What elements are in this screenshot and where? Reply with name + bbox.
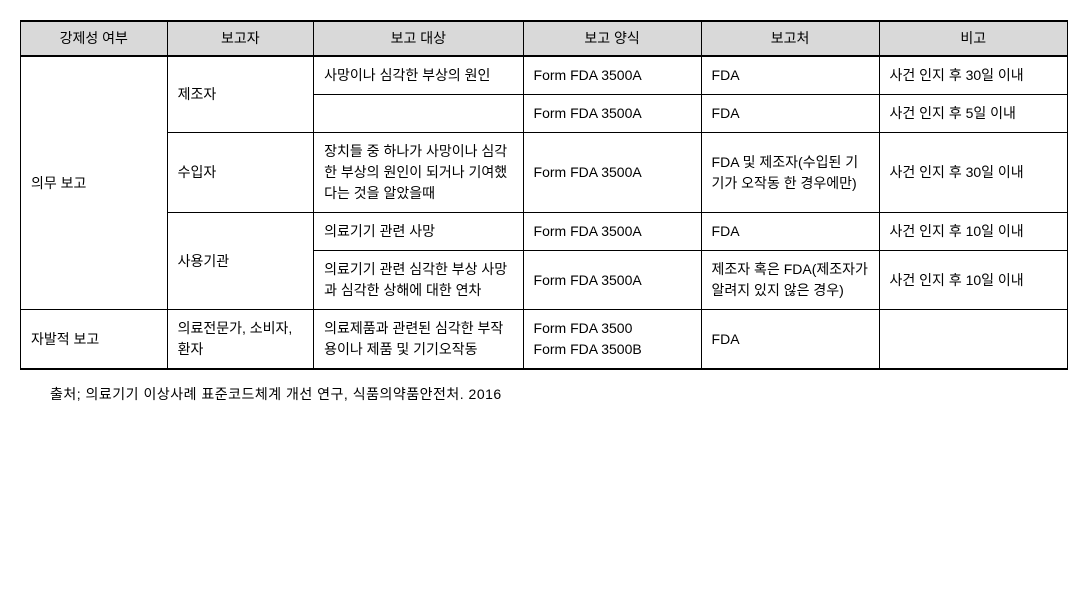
cell-form: Form FDA 3500A <box>523 251 701 310</box>
cell-category: 자발적 보고 <box>21 310 168 370</box>
cell-destination: FDA <box>701 95 879 133</box>
cell-reporter: 사용기관 <box>167 213 314 310</box>
cell-reporter: 의료전문가, 소비자, 환자 <box>167 310 314 370</box>
cell-form: Form FDA 3500 Form FDA 3500B <box>523 310 701 370</box>
cell-form: Form FDA 3500A <box>523 213 701 251</box>
source-citation: 출처; 의료기기 이상사례 표준코드체계 개선 연구, 식품의약품안전처. 20… <box>50 384 1068 404</box>
cell-form: Form FDA 3500A <box>523 56 701 95</box>
header-col5: 보고처 <box>701 21 879 56</box>
cell-note: 사건 인지 후 10일 이내 <box>879 213 1067 251</box>
header-col6: 비고 <box>879 21 1067 56</box>
report-table: 강제성 여부 보고자 보고 대상 보고 양식 보고처 비고 의무 보고 제조자 … <box>20 20 1068 370</box>
cell-target: 장치들 중 하나가 사망이나 심각한 부상의 원인이 되거나 기여했다는 것을 … <box>314 133 523 213</box>
header-col2: 보고자 <box>167 21 314 56</box>
cell-reporter: 수입자 <box>167 133 314 213</box>
cell-note: 사건 인지 후 30일 이내 <box>879 133 1067 213</box>
cell-destination: FDA <box>701 56 879 95</box>
cell-form: Form FDA 3500A <box>523 133 701 213</box>
header-col1: 강제성 여부 <box>21 21 168 56</box>
table-row: 사용기관 의료기기 관련 사망 Form FDA 3500A FDA 사건 인지… <box>21 213 1068 251</box>
cell-note: 사건 인지 후 10일 이내 <box>879 251 1067 310</box>
cell-target: 의료제품과 관련된 심각한 부작용이나 제품 및 기기오작동 <box>314 310 523 370</box>
cell-note: 사건 인지 후 30일 이내 <box>879 56 1067 95</box>
cell-target: 사망이나 심각한 부상의 원인 <box>314 56 523 95</box>
table-row: 의무 보고 제조자 사망이나 심각한 부상의 원인 Form FDA 3500A… <box>21 56 1068 95</box>
header-row: 강제성 여부 보고자 보고 대상 보고 양식 보고처 비고 <box>21 21 1068 56</box>
header-col4: 보고 양식 <box>523 21 701 56</box>
cell-destination: FDA 및 제조자(수입된 기기가 오작동 한 경우에만) <box>701 133 879 213</box>
cell-form: Form FDA 3500A <box>523 95 701 133</box>
header-col3: 보고 대상 <box>314 21 523 56</box>
cell-note <box>879 310 1067 370</box>
cell-category: 의무 보고 <box>21 56 168 310</box>
cell-destination: FDA <box>701 213 879 251</box>
cell-target: 의료기기 관련 심각한 부상 사망과 심각한 상해에 대한 연차 <box>314 251 523 310</box>
cell-target: 의료기기 관련 사망 <box>314 213 523 251</box>
table-row: 수입자 장치들 중 하나가 사망이나 심각한 부상의 원인이 되거나 기여했다는… <box>21 133 1068 213</box>
cell-note: 사건 인지 후 5일 이내 <box>879 95 1067 133</box>
cell-destination: FDA <box>701 310 879 370</box>
cell-target <box>314 95 523 133</box>
cell-reporter: 제조자 <box>167 56 314 133</box>
cell-destination: 제조자 혹은 FDA(제조자가 알려지 있지 않은 경우) <box>701 251 879 310</box>
report-table-container: 강제성 여부 보고자 보고 대상 보고 양식 보고처 비고 의무 보고 제조자 … <box>20 20 1068 404</box>
table-row: 자발적 보고 의료전문가, 소비자, 환자 의료제품과 관련된 심각한 부작용이… <box>21 310 1068 370</box>
